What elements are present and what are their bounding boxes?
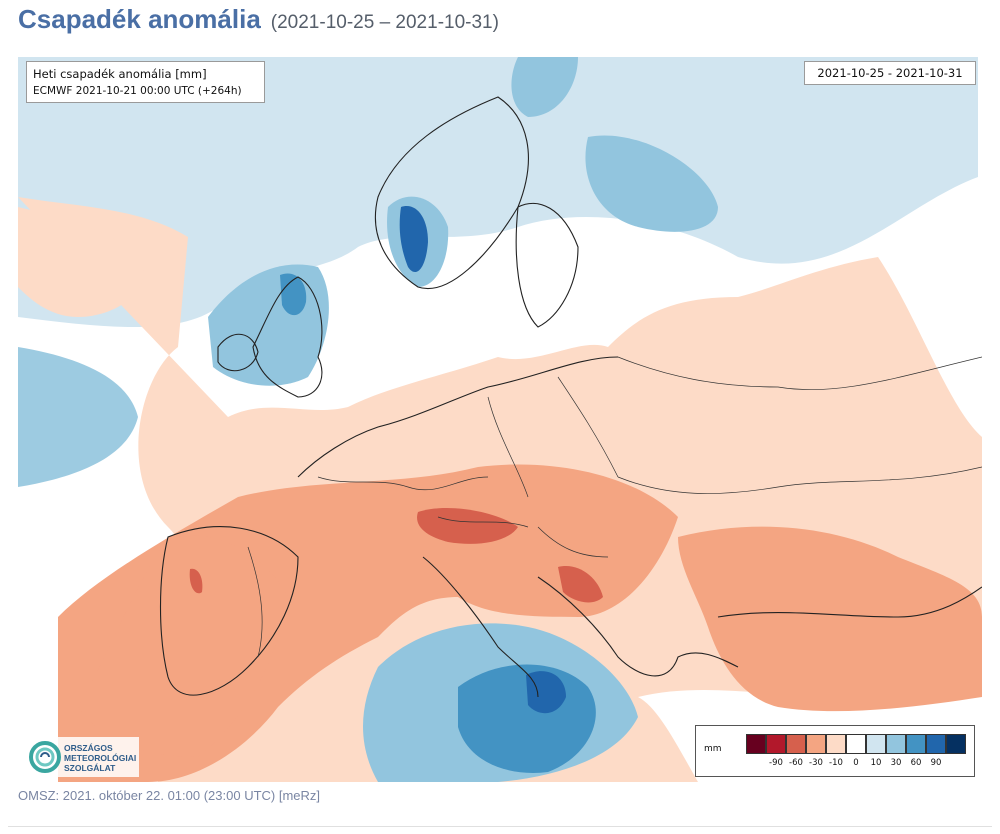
legend-swatch [866,734,886,754]
color-legend: mm -90 -60 -30 -10 0 10 30 60 90 [695,725,975,777]
legend-swatch [806,734,826,754]
anomaly-red-southeast [678,526,982,712]
omsz-logo-icon [29,741,61,773]
map-info-box: Heti csapadék anomália [mm] ECMWF 2021-1… [26,61,265,103]
legend-tick-label: 30 [890,758,902,768]
legend-unit: mm [704,744,722,754]
anomaly-map: Heti csapadék anomália [mm] ECMWF 2021-1… [18,57,982,782]
anomaly-dark-red-balkan [558,566,603,603]
legend-tick-label: -10 [829,758,843,768]
footer-timestamp: OMSZ: 2021. október 22. 01:00 (23:00 UTC… [18,788,321,803]
legend-swatch [826,734,846,754]
legend-tick-label: 10 [870,758,882,768]
logo-line-3: SZOLGÁLAT [64,763,116,773]
map-canvas [18,57,982,782]
legend-swatch [766,734,786,754]
page-title: Csapadék anomália (2021-10-25 – 2021-10-3… [18,4,499,35]
anomaly-light-red-west [18,207,144,317]
anomaly-blue-finland [511,57,578,117]
anomaly-darkblue-ionian [526,671,566,714]
anomaly-dark-red-iberia [189,568,203,594]
footer-divider [8,826,992,827]
anomaly-darkblue-scotland [280,273,307,316]
anomaly-red-iberia [78,535,288,757]
omsz-logo: ORSZÁGOS METEOROLÓGIAI SZOLGÁLAT [24,737,139,777]
title-text: Csapadék anomália [18,4,261,34]
anomaly-blue-scandinavia-east [585,135,718,232]
legend-tick-label: -30 [809,758,823,768]
legend-swatch [786,734,806,754]
legend-swatch [846,734,866,754]
omsz-logo-text: ORSZÁGOS METEOROLÓGIAI SZOLGÁLAT [64,743,136,773]
legend-tick-label: 90 [930,758,942,768]
anomaly-lightblue-north-atlantic [18,57,978,327]
country-borders [247,356,982,658]
anomaly-dark-red-alps [417,507,518,544]
info-title: Heti csapadék anomália [mm] [33,67,207,81]
legend-tick-label: 0 [853,758,859,768]
anomaly-darkblue-norway [399,206,428,273]
logo-line-1: ORSZÁGOS [64,743,113,753]
legend-swatch [746,734,766,754]
anomaly-blue-atlantic [18,347,138,487]
coastlines [159,96,982,698]
logo-line-2: METEOROLÓGIAI [64,753,137,763]
legend-tick-label: -60 [789,758,803,768]
legend-tick-label: -90 [769,758,783,768]
title-date-range: (2021-10-25 – 2021-10-31) [270,12,499,33]
legend-swatch [926,734,946,754]
info-model-run: ECMWF 2021-10-21 00:00 UTC (+264h) [33,85,242,97]
legend-swatch [906,734,926,754]
legend-swatch [946,734,966,754]
map-date-box: 2021-10-25 - 2021-10-31 [804,61,976,85]
legend-swatch [886,734,906,754]
legend-tick-label: 60 [910,758,922,768]
